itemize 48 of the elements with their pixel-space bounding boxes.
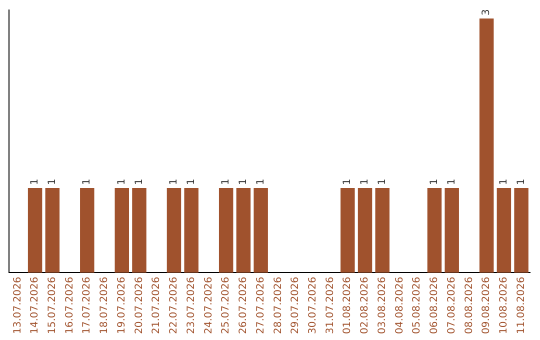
x-tick-label: 30.07.2026	[308, 276, 319, 334]
data-label: 1	[376, 178, 388, 185]
data-label: 1	[220, 178, 232, 185]
x-tick-label: 15.07.2026	[47, 276, 58, 334]
x-tick-label: 20.07.2026	[134, 276, 145, 334]
x-tick-label: 17.07.2026	[82, 276, 93, 334]
x-tick-label: 10.08.2026	[498, 276, 510, 334]
x-tick-label: 06.08.2026	[429, 276, 440, 334]
x-tick-label: 23.07.2026	[186, 276, 197, 334]
x-tick-label: 11.08.2026	[516, 276, 527, 334]
x-tick-label: 07.08.2026	[446, 276, 458, 334]
x-tick-label: 29.07.2026	[290, 276, 302, 334]
data-label: 1	[360, 178, 371, 185]
data-label: 1	[255, 178, 266, 185]
data-label: 1	[116, 178, 128, 185]
data-label: 1	[134, 178, 145, 185]
x-tick-label: 19.07.2026	[116, 276, 128, 334]
data-label: 1	[186, 178, 197, 185]
data-label: 1	[168, 178, 180, 185]
data-label: 3	[481, 9, 492, 16]
x-tick-label: 18.07.2026	[99, 276, 110, 334]
x-tick-label: 25.07.2026	[220, 276, 232, 334]
x-tick-label: 31.07.2026	[324, 276, 336, 334]
data-label: 1	[429, 178, 440, 185]
x-tick-label: 21.07.2026	[151, 276, 162, 334]
x-tick-label: 03.08.2026	[376, 276, 388, 334]
x-tick-label: 02.08.2026	[360, 276, 371, 334]
x-tick-label: 14.07.2026	[30, 276, 41, 334]
data-label: 1	[238, 178, 250, 185]
x-tick-label: 28.07.2026	[272, 276, 284, 334]
x-tick-label: 08.08.2026	[464, 276, 475, 334]
data-label: 1	[30, 178, 41, 185]
x-tick-label: 24.07.2026	[203, 276, 214, 334]
data-label: 1	[446, 178, 458, 185]
x-tick-label: 13.07.2026	[12, 276, 24, 334]
x-tick-label: 16.07.2026	[64, 276, 76, 334]
x-tick-label: 26.07.2026	[238, 276, 250, 334]
data-label: 1	[516, 178, 527, 185]
x-tick-label: 01.08.2026	[342, 276, 354, 334]
data-label: 1	[498, 178, 510, 185]
x-tick-label: 22.07.2026	[168, 276, 180, 334]
x-tick-label: 27.07.2026	[255, 276, 266, 334]
x-tick-label: 09.08.2026	[481, 276, 492, 334]
data-label: 1	[342, 178, 354, 185]
x-tick-label: 05.08.2026	[412, 276, 423, 334]
data-label: 1	[47, 178, 58, 185]
x-tick-label: 04.08.2026	[394, 276, 406, 334]
data-label: 1	[82, 178, 93, 185]
